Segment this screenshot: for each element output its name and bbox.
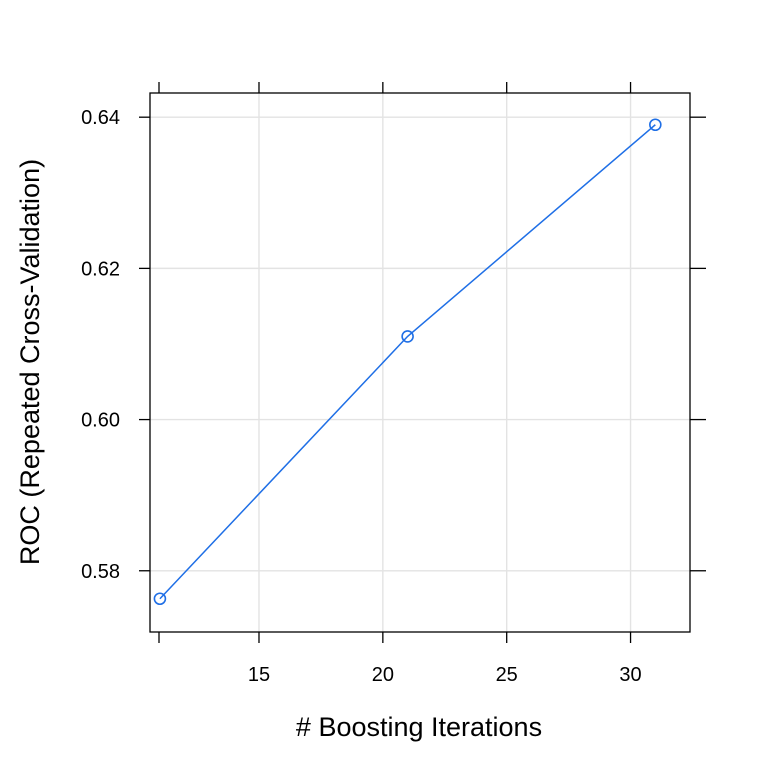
tick-labels: 15 20 25 30 0.58 0.60 0.62 0.64: [81, 107, 642, 686]
data-point: [401, 330, 414, 343]
x-tick-label: 20: [372, 664, 394, 686]
x-tick-label: 30: [619, 664, 641, 686]
y-tick-label: 0.62: [81, 258, 120, 280]
y-tick-label: 0.60: [81, 410, 120, 432]
y-tick-label: 0.58: [81, 561, 120, 583]
x-tick-label: 25: [496, 664, 518, 686]
series-line: [159, 124, 656, 600]
series-group: [153, 118, 662, 606]
plot-panel-frame: [149, 92, 691, 633]
x-axis-title: # Boosting Iterations: [296, 712, 542, 742]
y-tick-label: 0.64: [81, 107, 120, 129]
y-axis-title: ROC (Repeated Cross-Validation): [15, 159, 45, 565]
axis-ticks: [139, 82, 706, 643]
data-point: [153, 592, 167, 606]
data-point: [649, 118, 662, 132]
x-tick-label: 15: [248, 664, 270, 686]
